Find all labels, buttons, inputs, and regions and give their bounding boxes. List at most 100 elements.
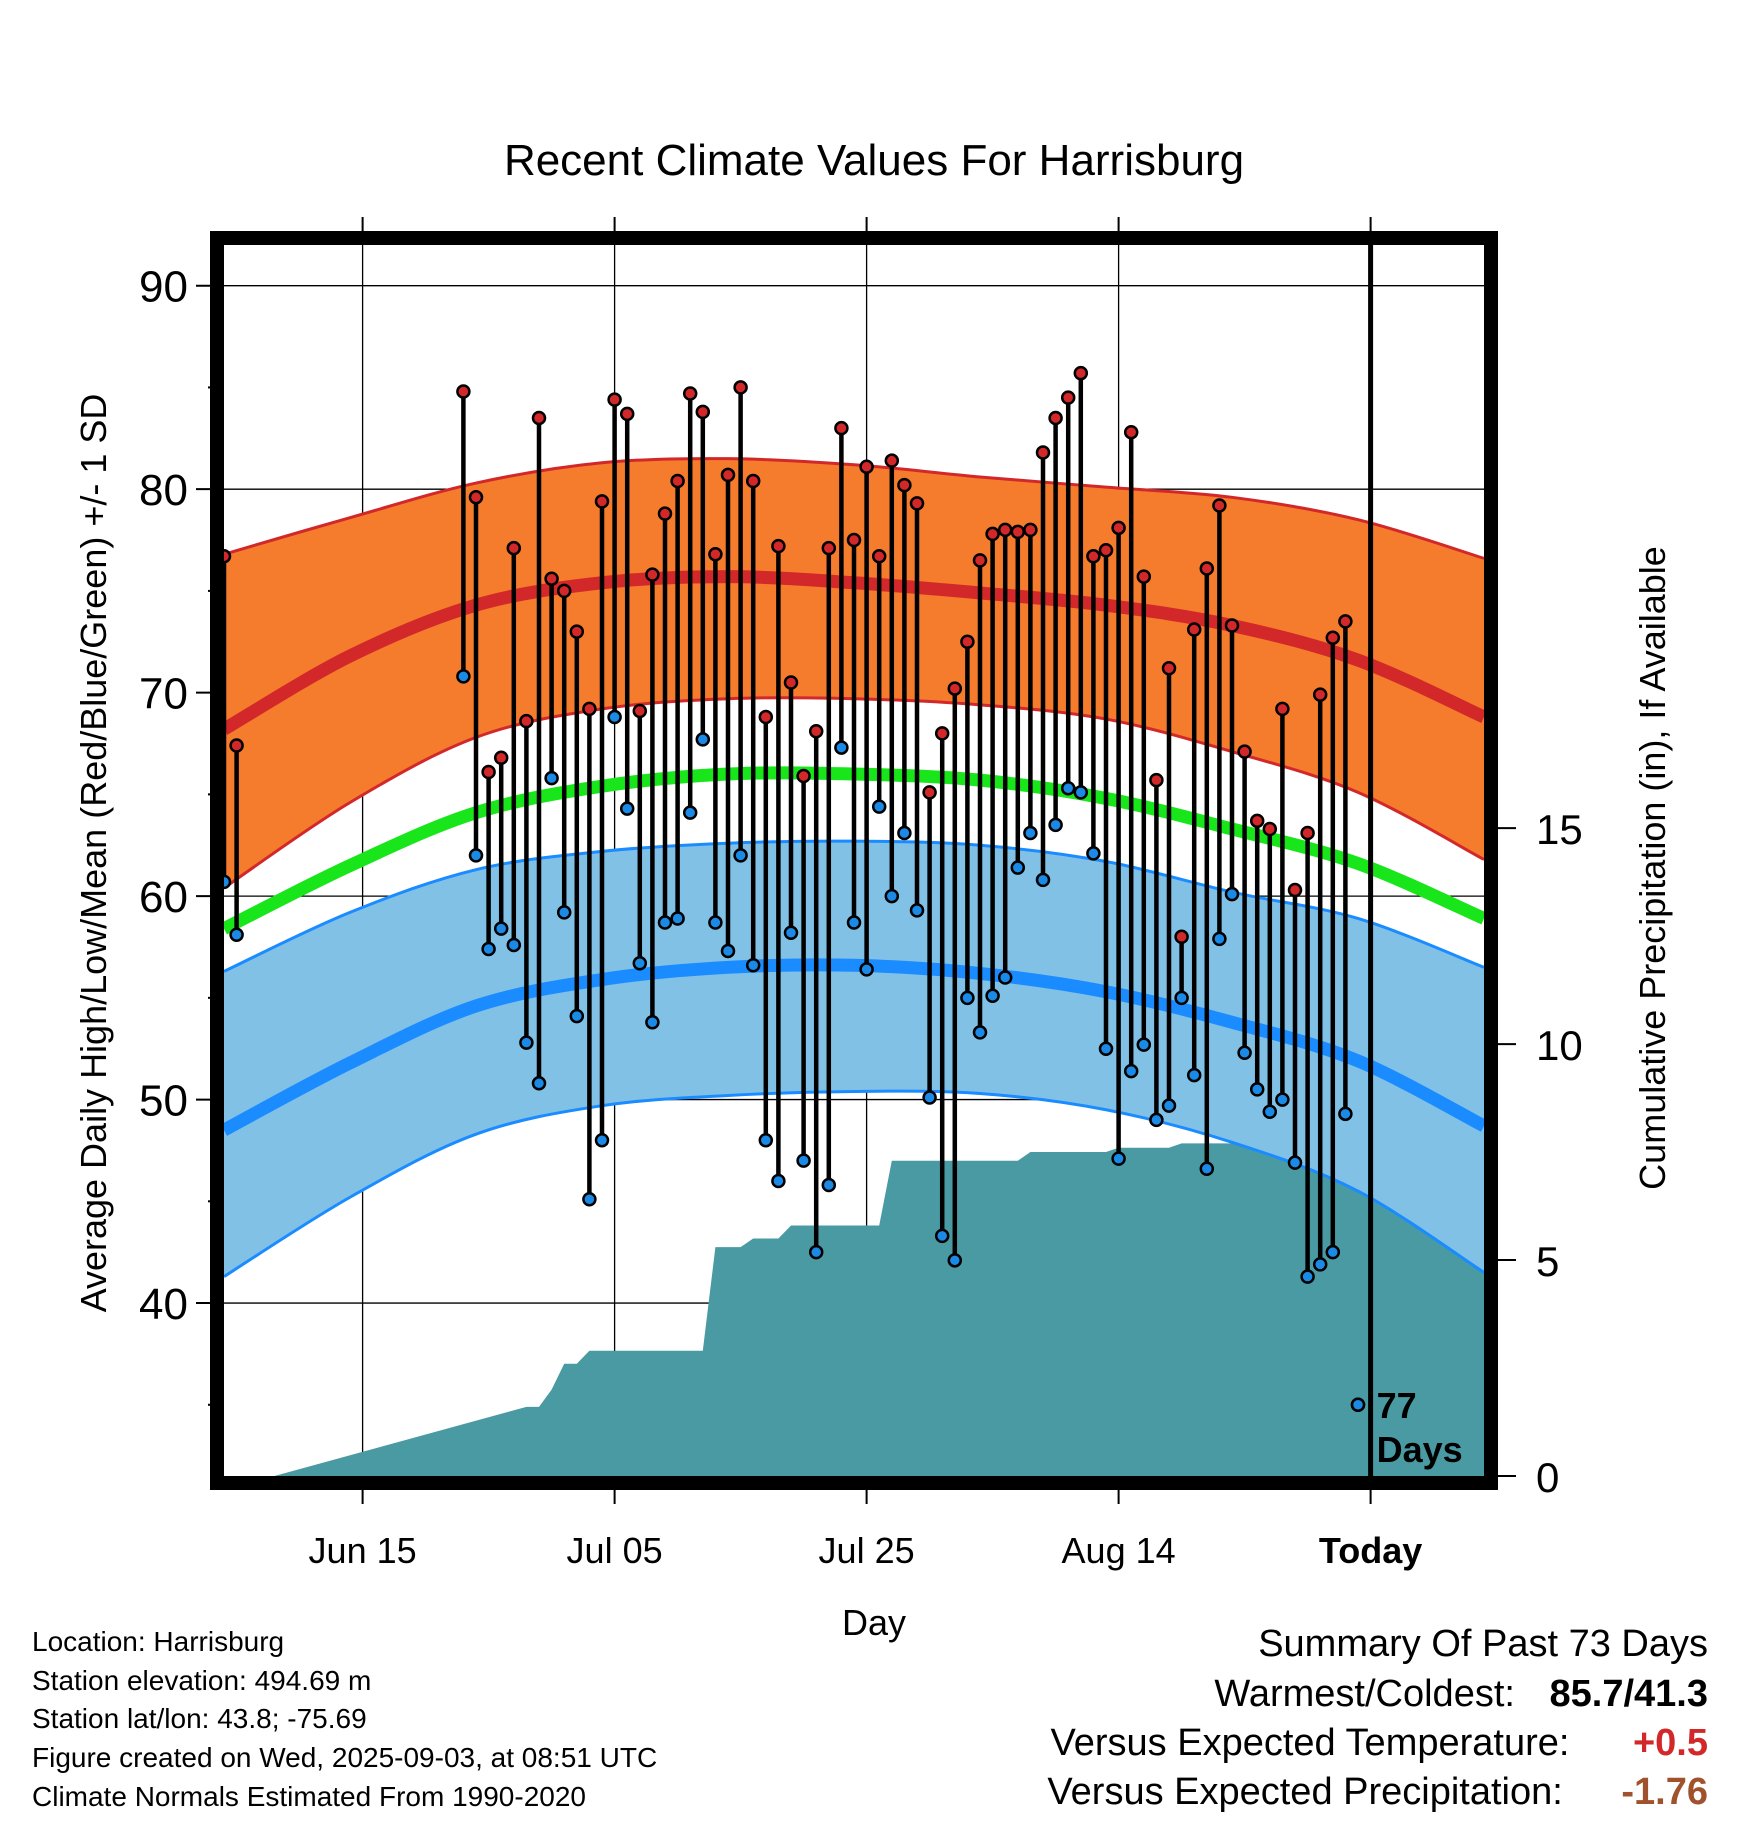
- low-point: [708, 915, 723, 930]
- y-left-tick-label: 80: [139, 466, 188, 515]
- observation-day: [1060, 390, 1076, 796]
- high-point: [733, 380, 748, 395]
- high-point: [1123, 424, 1139, 440]
- x-tick-label: Jul 05: [567, 1530, 663, 1571]
- low-point: [582, 1192, 597, 1207]
- observation-day: [506, 540, 522, 953]
- low-point: [808, 1244, 824, 1260]
- low-point: [733, 848, 748, 863]
- low-point: [1149, 1112, 1164, 1128]
- observation-day: [1149, 772, 1164, 1128]
- high-point: [960, 634, 975, 650]
- high-point: [569, 624, 585, 639]
- high-point: [1060, 390, 1076, 405]
- observation-day: [1237, 744, 1252, 1061]
- high-point: [745, 473, 761, 489]
- low-point: [871, 799, 887, 814]
- x-tick-label: Today: [1319, 1530, 1422, 1571]
- observation-day: [859, 459, 874, 977]
- low-point: [1073, 785, 1089, 800]
- low-point: [821, 1177, 837, 1193]
- low-point: [1338, 1106, 1353, 1122]
- high-point: [771, 538, 786, 554]
- observation-day: [745, 473, 761, 973]
- low-point: [1111, 1151, 1126, 1166]
- low-point: [1086, 846, 1101, 861]
- low-point: [1300, 1269, 1315, 1284]
- high-point: [783, 675, 799, 690]
- low-point: [632, 956, 648, 971]
- high-point: [708, 547, 723, 562]
- observation-day: [569, 624, 585, 1024]
- observation-day: [695, 404, 711, 747]
- high-point: [1212, 498, 1227, 513]
- low-point: [531, 1076, 547, 1091]
- high-point: [1111, 520, 1126, 536]
- high-point: [493, 750, 509, 765]
- observation-day: [808, 724, 824, 1260]
- observation-day: [607, 392, 622, 725]
- summary-warmest-label: Warmest/Coldest:: [1214, 1673, 1515, 1715]
- high-point: [519, 713, 534, 729]
- observation-day: [947, 681, 963, 1268]
- high-point: [1073, 365, 1089, 381]
- low-point: [1224, 886, 1240, 902]
- low-point: [859, 962, 874, 977]
- low-point: [922, 1090, 937, 1105]
- plot-frame: [210, 231, 1498, 1490]
- observation-day: [1312, 687, 1328, 1272]
- observation-day: [834, 420, 849, 755]
- observation-day: [468, 490, 484, 863]
- low-point: [670, 911, 685, 926]
- summary-temp-value: +0.5: [1632, 1722, 1708, 1764]
- observation-day: [1300, 825, 1315, 1284]
- low-point: [1174, 990, 1189, 1006]
- observation-day: [972, 553, 988, 1040]
- low-point: [783, 925, 799, 940]
- observation-day: [1161, 660, 1177, 1113]
- low-point: [1035, 872, 1051, 888]
- observation-day: [1111, 520, 1126, 1166]
- low-point: [1186, 1067, 1202, 1083]
- y-left-tick-label: 60: [139, 873, 188, 922]
- summary-temp-label: Versus Expected Temperature:: [1050, 1722, 1570, 1764]
- high-point: [1237, 744, 1252, 759]
- observation-day: [519, 713, 534, 1050]
- low-point: [909, 903, 925, 918]
- low-point: [997, 970, 1013, 985]
- low-point: [695, 732, 711, 747]
- y-left-tick-label: 40: [139, 1280, 188, 1329]
- high-point: [972, 553, 988, 568]
- observation-day: [897, 477, 912, 841]
- high-point: [796, 768, 811, 784]
- info-latlon: Station lat/lon: 43.8; -75.69: [32, 1703, 367, 1734]
- high-point: [657, 506, 673, 521]
- summary-precip-value: -1.76: [1621, 1771, 1708, 1813]
- high-point: [468, 490, 484, 505]
- high-point: [1186, 622, 1202, 637]
- observation-day: [594, 494, 610, 1148]
- low-point: [1312, 1257, 1328, 1272]
- chart-title: Recent Climate Values For Harrisburg: [504, 136, 1244, 185]
- observation-day: [657, 506, 673, 930]
- y-left-tick-label: 50: [139, 1077, 188, 1126]
- observation-day: [821, 540, 837, 1193]
- high-point: [1174, 929, 1189, 945]
- observation-day: [619, 406, 635, 816]
- low-sd-band-lower-edge: [223, 1089, 1485, 1278]
- low-point: [960, 990, 975, 1006]
- observation-day: [556, 583, 572, 920]
- observation-day: [909, 496, 925, 918]
- high-point: [884, 453, 900, 468]
- observation-day: [771, 538, 786, 1189]
- low-point: [1136, 1037, 1152, 1052]
- observation-day: [1136, 569, 1152, 1052]
- low-point: [1023, 825, 1038, 841]
- high-point: [582, 701, 597, 717]
- low-point: [619, 801, 635, 816]
- low-point: [519, 1035, 534, 1050]
- observation-day: [1174, 929, 1189, 1006]
- low-point: [1123, 1063, 1139, 1079]
- observation-day: [708, 547, 723, 930]
- low-point: [985, 988, 1000, 1004]
